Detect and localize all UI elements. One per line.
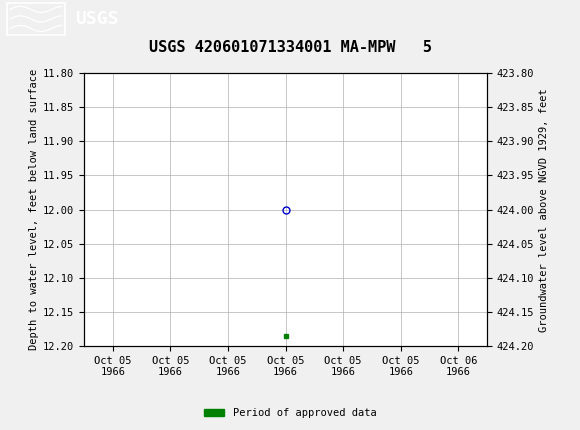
Y-axis label: Depth to water level, feet below land surface: Depth to water level, feet below land su… — [29, 69, 39, 350]
Y-axis label: Groundwater level above NGVD 1929, feet: Groundwater level above NGVD 1929, feet — [539, 88, 549, 332]
Legend: Period of approved data: Period of approved data — [200, 404, 380, 423]
Text: USGS: USGS — [75, 10, 119, 28]
Text: USGS 420601071334001 MA-MPW   5: USGS 420601071334001 MA-MPW 5 — [148, 40, 432, 55]
